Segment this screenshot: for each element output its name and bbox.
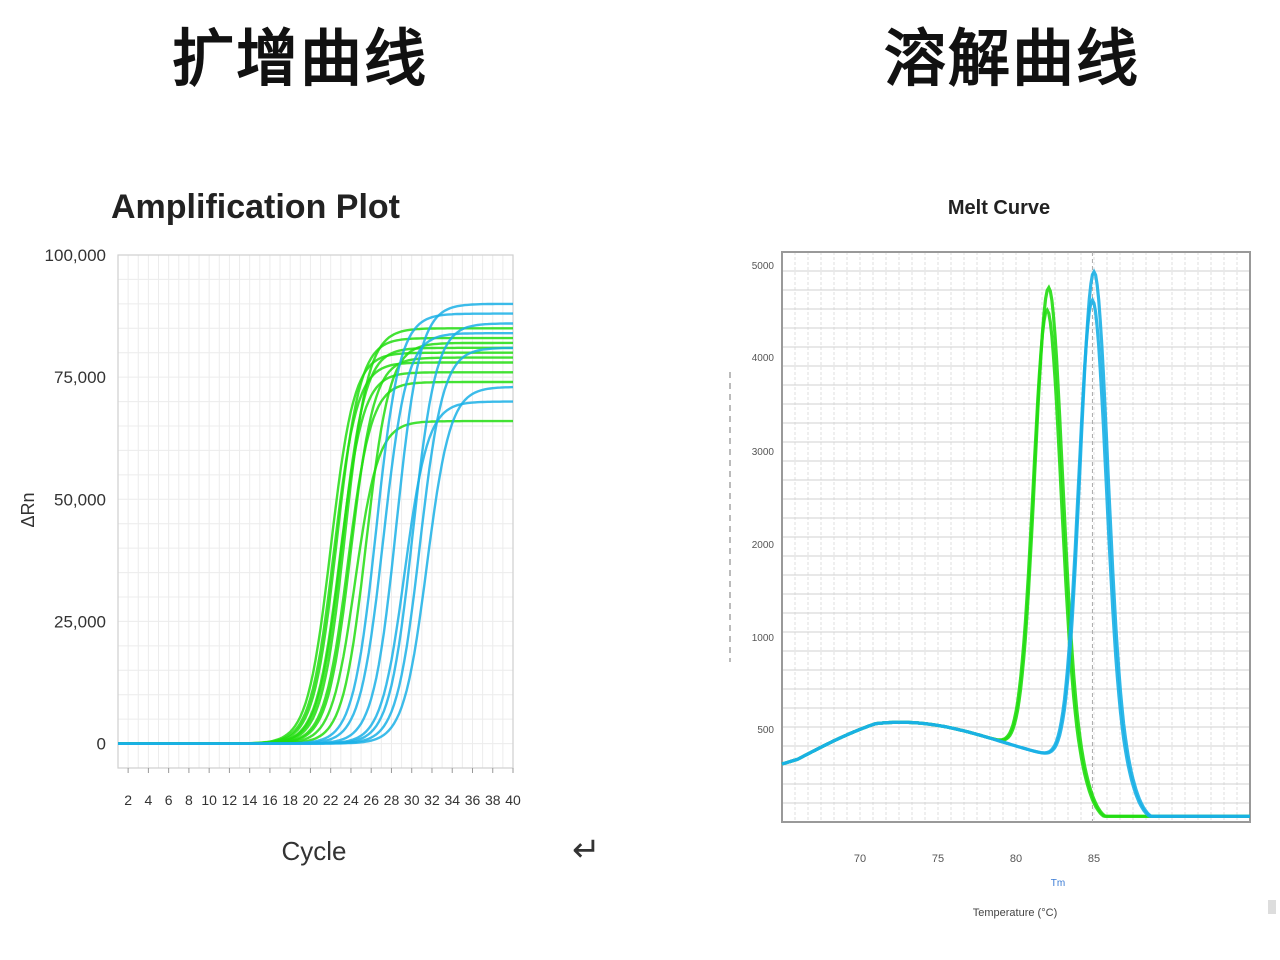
melt-y-tick-label: 4000	[752, 353, 775, 364]
amp-x-tick-label: 26	[363, 792, 379, 808]
amp-x-tick-label: 30	[404, 792, 420, 808]
melt-xlabel: Temperature (°C)	[973, 907, 1057, 919]
amp-x-tick-label: 8	[185, 792, 193, 808]
amp-frame	[117, 254, 514, 769]
melt-curve-green-2	[781, 284, 1250, 818]
amp-x-tick-label: 12	[222, 792, 238, 808]
amp-x-tick-label: 36	[465, 792, 481, 808]
amp-y-tick-label: 50,000	[54, 490, 106, 509]
amp-x-tick-label: 38	[485, 792, 501, 808]
amp-y-tick-label: 75,000	[54, 368, 106, 387]
amp-x-tick-label: 6	[165, 792, 173, 808]
amp-x-tick-label: 10	[201, 792, 217, 808]
amp-x-tick-label: 4	[144, 792, 152, 808]
melt-y-tick-label: 2000	[752, 540, 775, 551]
melt-y-tick-label: 5000	[752, 261, 775, 272]
amp-y-tick-label: 0	[97, 735, 106, 754]
amp-x-tick-label: 34	[444, 792, 460, 808]
melt-y-tick-label: 3000	[752, 447, 775, 458]
melt-heading: 溶解曲线	[884, 22, 1141, 95]
melt-curve-blue-3	[781, 296, 1250, 818]
amp-ylabel: ΔRn	[18, 492, 38, 527]
melt-curve-blue-4	[781, 268, 1250, 818]
amp-x-tick-label: 32	[424, 792, 440, 808]
melt-x-tick-label: 70	[854, 853, 866, 865]
amp-curve-green-9	[118, 419, 513, 745]
amp-title: Amplification Plot	[111, 188, 400, 226]
amplification-chart: Amplification Plot 0 25,000 50,000 75,000 100…	[18, 188, 521, 866]
melt-x-tick-label: 75	[932, 853, 944, 865]
melt-x-tick-label: 85	[1088, 853, 1100, 865]
amp-y-tick-label: 25,000	[54, 612, 106, 631]
amplification-heading: 扩增曲线	[172, 22, 429, 95]
melt-annotation: Tm	[1051, 878, 1065, 889]
amp-x-tick-label: 24	[343, 792, 359, 808]
melt-y-tick-label: 1000	[752, 633, 775, 644]
melt-title: Melt Curve	[948, 197, 1050, 219]
melt-frame	[781, 251, 1251, 823]
amp-x-tick-label: 18	[282, 792, 298, 808]
amp-x-tick-label: 28	[384, 792, 400, 808]
melt-curve-green-1	[781, 307, 1250, 818]
amp-x-tick-label: 22	[323, 792, 339, 808]
amp-x-tick-label: 20	[303, 792, 319, 808]
edge-mark	[1268, 900, 1276, 914]
amp-x-tick-label: 40	[505, 792, 521, 808]
amp-curve-green-3	[118, 336, 513, 745]
amp-x-tick-label: 14	[242, 792, 258, 808]
amp-y-tick-label: 100,000	[45, 246, 106, 265]
amp-x-tick-label: 16	[262, 792, 278, 808]
amp-xlabel: Cycle	[281, 836, 346, 866]
return-mark: ↵	[572, 830, 601, 870]
amp-x-tick-label: 2	[124, 792, 132, 808]
melt-y-tick-label: 500	[757, 725, 774, 736]
amp-curve-blue-17	[118, 385, 514, 745]
melt-x-tick-label: 80	[1010, 853, 1022, 865]
